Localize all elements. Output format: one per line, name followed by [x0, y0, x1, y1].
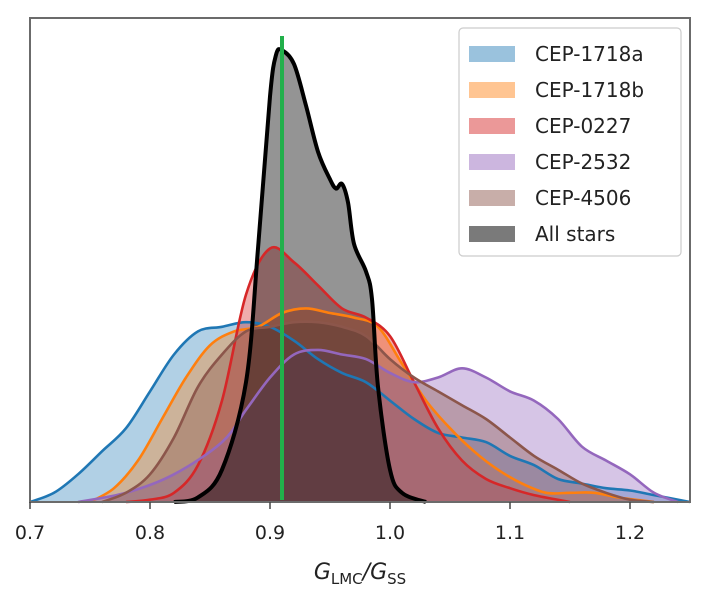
legend: CEP-1718a CEP-1718b CEP-0227 CEP-2532 CEP-45…	[458, 27, 682, 257]
legend-swatch	[469, 82, 515, 98]
x-tick-label: 0.8	[135, 522, 165, 544]
legend-label: CEP-2532	[535, 150, 631, 174]
x-tick-label: 0.7	[15, 522, 45, 544]
series-line-cep-1718a	[29, 320, 691, 504]
legend-swatch	[469, 154, 515, 170]
plot-frame	[29, 17, 691, 503]
x-tick-label: 0.9	[255, 522, 285, 544]
x-tick-label: 1.1	[495, 522, 525, 544]
series-area-all-stars	[174, 49, 426, 503]
legend-swatch	[469, 46, 515, 62]
x-axis-label: GLMC/GSS	[314, 560, 406, 588]
legend-swatch	[469, 226, 515, 242]
legend-label: All stars	[535, 222, 615, 246]
x-axis-ticks: 0.7 0.8 0.9 1.0 1.1 1.2	[15, 502, 645, 544]
series-line-all-stars	[173, 47, 427, 504]
series-line-cep-4506	[101, 320, 655, 504]
legend-label: CEP-1718a	[535, 42, 644, 66]
legend-label: CEP-4506	[535, 186, 631, 210]
series-lines	[29, 47, 691, 504]
legend-swatch	[469, 190, 515, 206]
series-line-cep-0227	[125, 245, 571, 504]
x-tick-label: 1.2	[615, 522, 645, 544]
series-line-cep-1718b	[89, 307, 655, 504]
x-axis-label-text: GLMC/GSS	[314, 560, 406, 588]
legend-box	[458, 27, 682, 257]
x-tick-label: 1.0	[375, 522, 405, 544]
legend-label: CEP-0227	[535, 114, 631, 138]
series-area-cep-4506	[102, 321, 654, 502]
legend-label: CEP-1718b	[535, 78, 644, 102]
series-area-cep-1718a	[30, 322, 690, 502]
legend-swatch	[469, 118, 515, 134]
